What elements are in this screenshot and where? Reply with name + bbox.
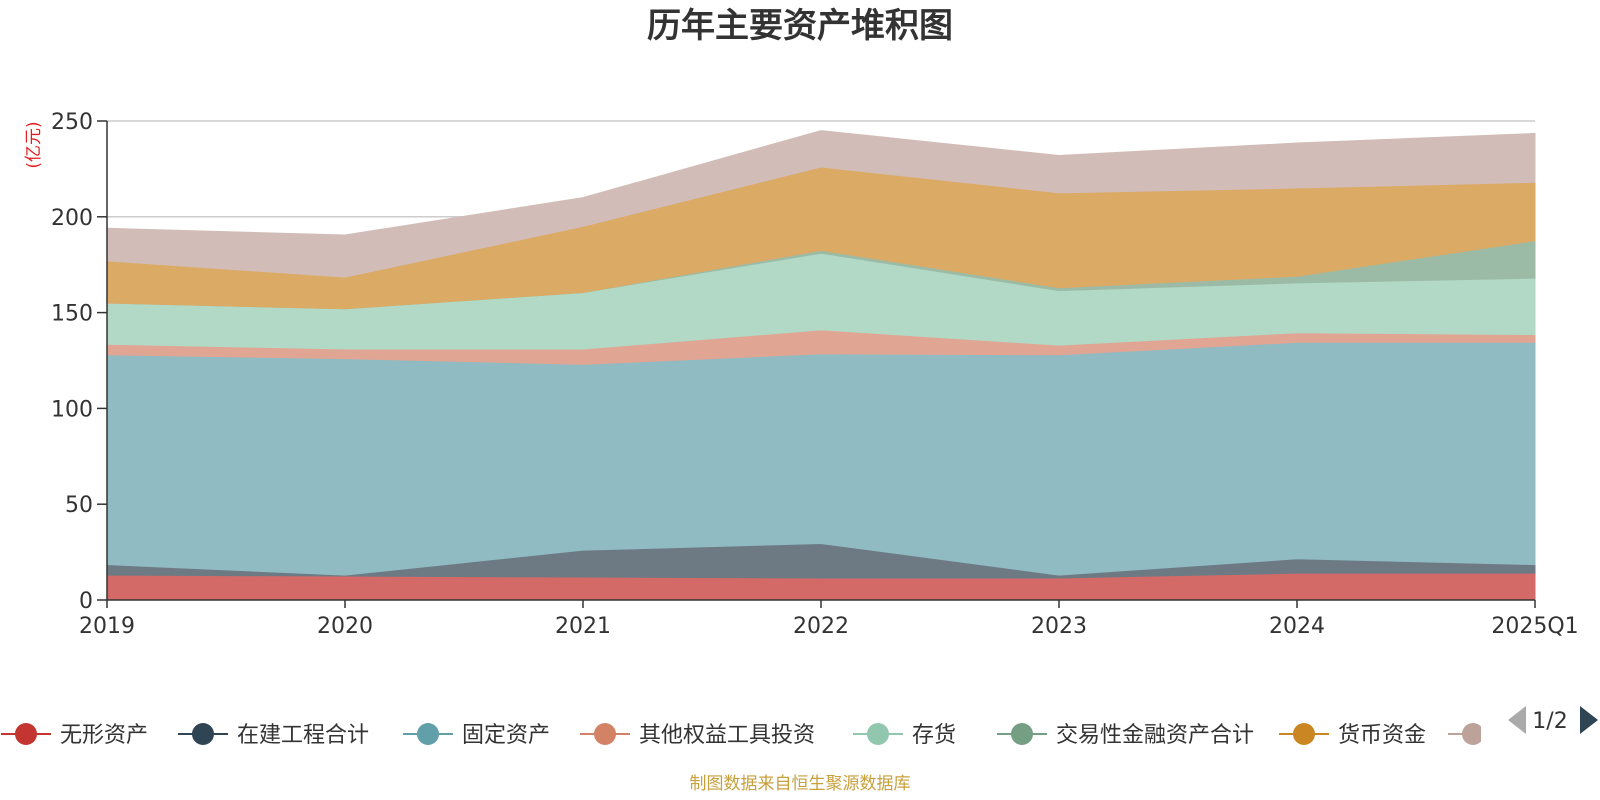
data-source-note: 制图数据来自恒生聚源数据库: [690, 774, 911, 794]
legend-label: 其他权益工具投资: [639, 723, 815, 748]
legend-marker: [1011, 723, 1033, 745]
legend-marker: [417, 723, 439, 745]
y-tick-label: 200: [51, 206, 93, 231]
x-tick-label: 2021: [555, 614, 611, 639]
x-tick-label: 2023: [1031, 614, 1087, 639]
chart-title: 历年主要资产堆积图: [647, 6, 953, 46]
x-tick-label: 2022: [793, 614, 849, 639]
legend-item[interactable]: 固定资产: [403, 723, 550, 748]
legend-next-icon[interactable]: [1580, 706, 1598, 734]
legend-item[interactable]: 其他权益工具投资: [580, 723, 815, 748]
legend-item[interactable]: 在建工程合计: [178, 723, 369, 748]
y-tick-label: 0: [79, 589, 93, 614]
legend-label: 交易性金融资产合计: [1056, 723, 1254, 748]
legend-label: 固定资产: [462, 723, 550, 748]
y-tick-label: 150: [51, 302, 93, 327]
x-tick-label: 2019: [79, 614, 135, 639]
legend-label: 存货: [912, 723, 956, 748]
legend-pager: 1/2: [1508, 706, 1598, 734]
y-tick-label: 50: [65, 493, 93, 518]
axes: 0 50 100 150 200 250 2019 2020 2021 2022 2023 2024 2…: [51, 110, 1579, 639]
area-其他: [106, 130, 1536, 278]
legend-label: 在建工程合计: [237, 723, 369, 748]
y-tick-label: 250: [51, 110, 93, 135]
legend-prev-icon[interactable]: [1508, 706, 1526, 734]
legend-marker: [867, 723, 889, 745]
x-tick-label: 2020: [317, 614, 373, 639]
legend-item[interactable]: 交易性金融资产合计: [997, 723, 1254, 748]
legend-label: 无形资产: [60, 723, 148, 748]
y-tick-label: 100: [51, 397, 93, 422]
legend-page-indicator: 1/2: [1532, 709, 1567, 734]
area-固定资产: [106, 341, 1536, 576]
legend-marker: [1293, 723, 1315, 745]
legend-item[interactable]: 存货: [853, 723, 956, 748]
x-tick-label: 2024: [1269, 614, 1325, 639]
legend-marker: [15, 723, 37, 745]
legend-marker: [594, 723, 616, 745]
legend-marker: [192, 723, 214, 745]
legend-item[interactable]: 无形资产: [1, 723, 148, 748]
legend-label: 货币资金: [1338, 723, 1426, 748]
legend: 无形资产 在建工程合计 固定资产 其他权益工具投资 存货 交易性金融资产合计 货币资金: [1, 712, 1509, 756]
y-axis-unit: (亿元): [24, 121, 44, 168]
area-series: [106, 130, 1536, 601]
legend-clip-mask: [1481, 712, 1509, 756]
legend-marker: [1462, 723, 1484, 745]
legend-item[interactable]: 货币资金: [1279, 723, 1426, 748]
x-tick-label: 2025Q1: [1491, 614, 1578, 639]
